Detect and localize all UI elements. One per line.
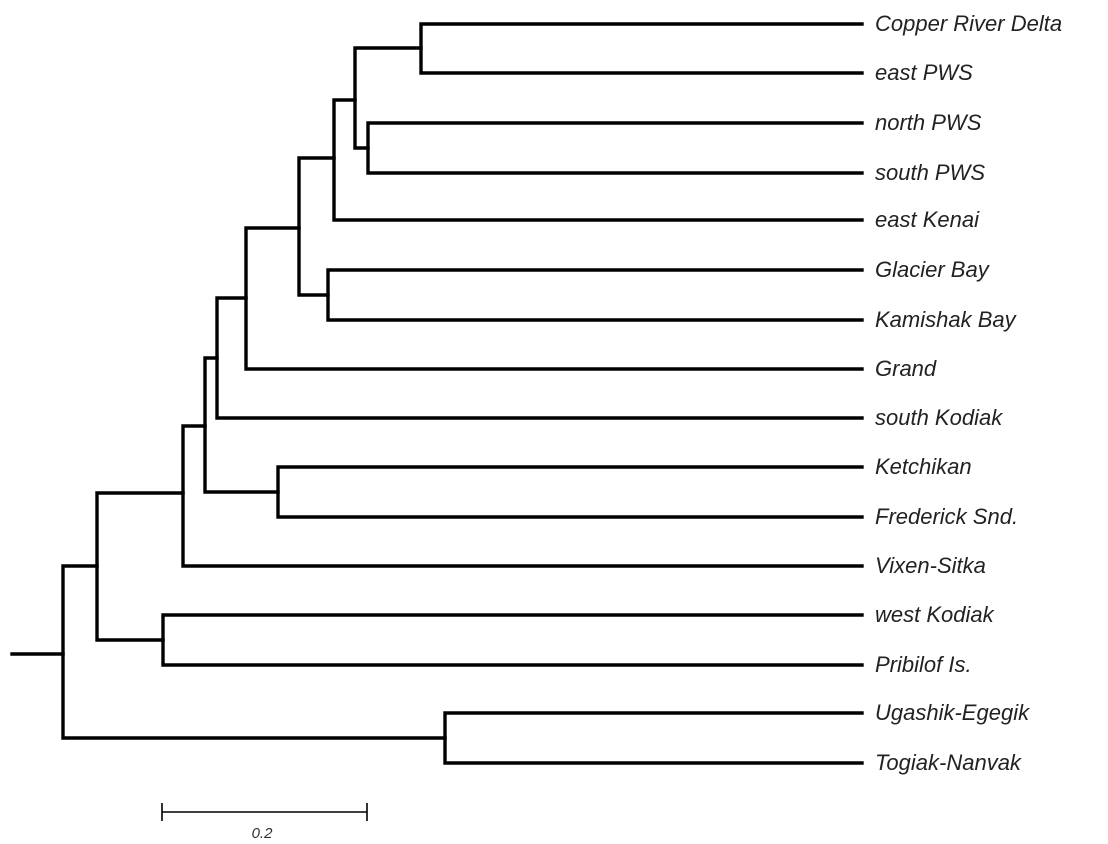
scale-bar-label: 0.2 [252, 825, 274, 842]
leaf-label-south-kodiak: south Kodiak [875, 405, 1003, 430]
branch-vixen-node [181, 424, 864, 568]
leaf-label-ketchikan: Ketchikan [875, 454, 972, 479]
leaf-labels: Copper River Delta east PWS north PWS so… [875, 11, 1062, 775]
scale-bar: 0.2 [161, 803, 368, 842]
branch-grand-node [244, 226, 864, 371]
leaf-label-south-pws: south PWS [875, 160, 985, 185]
branch-kenai-node [332, 98, 864, 222]
leaf-label-frederick-snd: Frederick Snd. [875, 504, 1018, 529]
leaf-label-ugashik-egegik: Ugashik-Egegik [875, 700, 1030, 725]
leaf-label-vixen-sitka: Vixen-Sitka [875, 553, 986, 578]
branch-root [61, 564, 447, 740]
branch-ugashik-togiak [443, 711, 864, 765]
branch-copper-eastpws [419, 22, 864, 75]
leaf-label-north-pws: north PWS [875, 110, 982, 135]
leaf-label-kamishak-bay: Kamishak Bay [875, 307, 1018, 332]
branch-pws-node [353, 46, 423, 150]
scale-bar-line [161, 803, 368, 821]
leaf-label-glacier-bay: Glacier Bay [875, 257, 991, 282]
branch-main-clade [95, 491, 185, 642]
branch-ketchikan-frederick [276, 465, 864, 519]
branch-north-south-pws [366, 121, 864, 175]
leaf-label-east-pws: east PWS [875, 60, 973, 85]
leaf-label-pribilof-is: Pribilof Is. [875, 652, 972, 677]
leaf-label-grand: Grand [875, 356, 937, 381]
leaf-label-west-kodiak: west Kodiak [875, 602, 995, 627]
branch-glacier-kamishak [326, 268, 864, 322]
branch-ketchikan-node [203, 356, 280, 494]
branch-kodiak-pribilof [161, 613, 864, 667]
leaf-label-togiak-nanvak: Togiak-Nanvak [875, 750, 1022, 775]
branch-pws-glacier-node [297, 156, 336, 297]
leaf-label-east-kenai: east Kenai [875, 207, 980, 232]
branch-south-kodiak-node [215, 296, 864, 420]
leaf-label-copper-river-delta: Copper River Delta [875, 11, 1062, 36]
